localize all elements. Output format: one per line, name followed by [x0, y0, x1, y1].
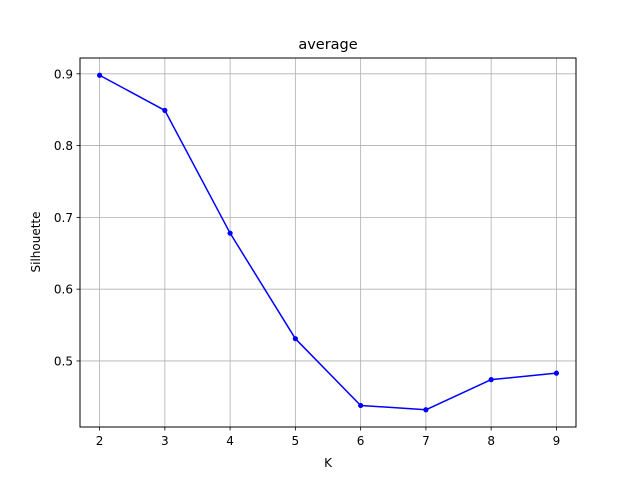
series-layer: [96, 72, 560, 413]
y-tick-label: 0.7: [54, 211, 73, 225]
series-line: [99, 74, 557, 411]
data-point: [292, 336, 298, 342]
y-axis-label: Silhouette: [29, 211, 43, 272]
y-tick-label: 0.8: [54, 139, 73, 153]
data-point: [96, 72, 103, 78]
x-tick-label: 2: [96, 434, 104, 448]
data-point: [488, 377, 494, 383]
axes-frame: [79, 57, 577, 428]
x-tick-label: 8: [487, 434, 495, 448]
chart-title: average: [298, 37, 357, 53]
x-axis-label: K: [324, 456, 333, 470]
data-point: [553, 370, 560, 376]
x-tick-label: 9: [553, 434, 561, 448]
x-tick-label: 7: [422, 434, 430, 448]
grid-lines: [80, 58, 576, 427]
y-tick-label: 0.6: [54, 283, 73, 297]
data-point: [227, 230, 233, 236]
x-tick-label: 4: [226, 434, 234, 448]
tick-marks: [76, 73, 557, 431]
x-tick-label: 6: [357, 434, 365, 448]
x-tick-label: 5: [292, 434, 300, 448]
x-tick-label: 3: [161, 434, 169, 448]
y-tick-label: 0.9: [54, 67, 73, 81]
y-tick-label: 0.5: [54, 354, 73, 368]
data-point: [358, 402, 364, 409]
data-point: [423, 407, 429, 413]
data-point: [162, 107, 168, 114]
